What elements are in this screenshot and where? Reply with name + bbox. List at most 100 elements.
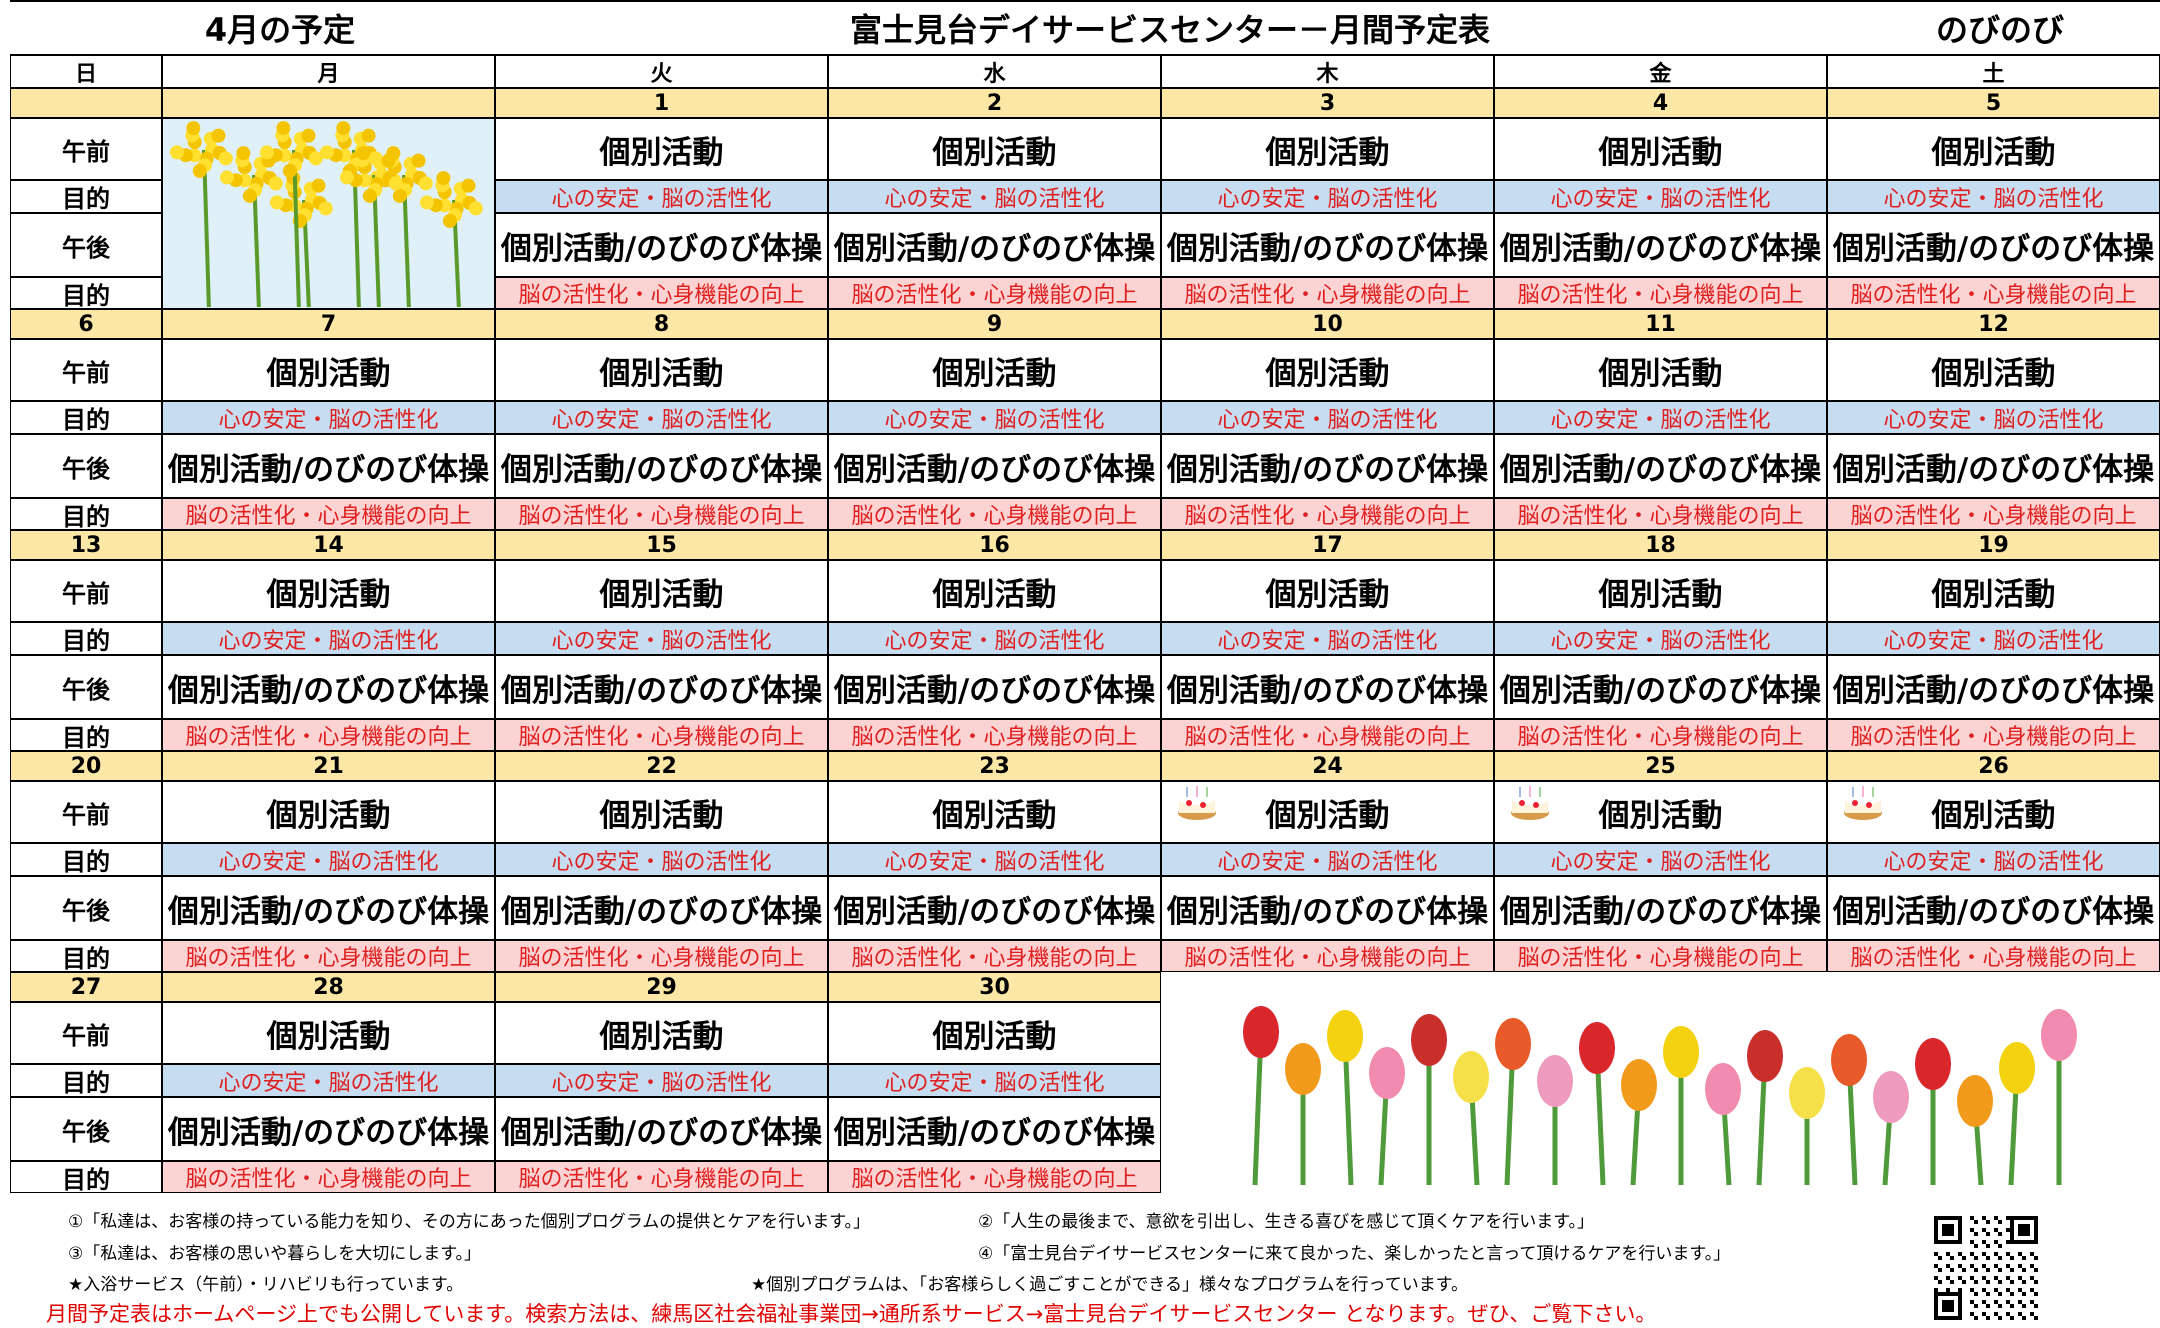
pm-activity: 個別活動/のびのび体操 [1494,434,1827,498]
pm-activity: 個別活動/のびのび体操 [495,213,828,277]
tulip-image [1161,972,2160,1193]
pm-goal: 脳の活性化・心身機能の向上 [1161,277,1494,309]
pm-activity: 個別活動/のびのび体操 [495,1097,828,1161]
am-goal: 心の安定・脳の活性化 [1161,401,1494,434]
pm-goal: 脳の活性化・心身機能の向上 [828,498,1161,530]
am-goal: 心の安定・脳の活性化 [495,1064,828,1097]
am-activity: 個別活動 [162,1002,495,1064]
date-cell: 17 [1161,530,1494,560]
pm-activity: 個別活動/のびのび体操 [828,876,1161,940]
am-activity: 個別活動 [162,339,495,401]
date-cell: 6 [10,309,162,339]
am-goal: 心の安定・脳の活性化 [162,401,495,434]
am-goal: 心の安定・脳の活性化 [495,622,828,655]
row-label: 目的 [10,498,162,530]
pm-activity: 個別活動/のびのび体操 [1494,655,1827,719]
pm-goal: 脳の活性化・心身機能の向上 [162,940,495,972]
pm-goal: 脳の活性化・心身機能の向上 [162,498,495,530]
header-month: 4月の予定 [204,10,356,49]
date-cell: 30 [828,972,1161,1002]
qr-code [1930,1212,2042,1328]
am-goal: 心の安定・脳の活性化 [1494,622,1827,655]
note: ②「人生の最後まで、意欲を引出し、生きる喜びを感じて頂くケアを行います。」 [978,1212,1595,1232]
date-cell: 21 [162,751,495,781]
am-activity: 個別活動 [162,560,495,622]
row-label: 午後 [10,434,162,498]
weekday: 木 [1161,55,1494,88]
pm-goal: 脳の活性化・心身機能の向上 [495,940,828,972]
am-activity: 個別活動 [1161,339,1494,401]
pm-activity: 個別活動/のびのび体操 [495,434,828,498]
am-activity: 個別活動 [828,1002,1161,1064]
note: ③「私達は、お客様の思いや暮らしを大切にします。」 [68,1244,482,1264]
pm-activity: 個別活動/のびのび体操 [495,876,828,940]
row-label: 午前 [10,118,162,180]
am-activity: 個別活動 [495,118,828,180]
cake-art [1511,786,1549,820]
pm-activity: 個別活動/のびのび体操 [828,434,1161,498]
am-goal: 心の安定・脳の活性化 [1827,401,2160,434]
pm-goal: 脳の活性化・心身機能の向上 [1827,498,2160,530]
star-note: ★個別プログラムは、「お客様らしく過ごすことができる」様々なプログラムを行ってい… [751,1275,1468,1295]
am-activity: 個別活動 [1494,339,1827,401]
pm-goal: 脳の活性化・心身機能の向上 [1827,277,2160,309]
row-label: 午前 [10,1002,162,1064]
am-goal: 心の安定・脳の活性化 [828,401,1161,434]
pm-activity: 個別活動/のびのび体操 [1827,434,2160,498]
date-cell: 12 [1827,309,2160,339]
tulip-art [1243,1006,2077,1186]
pm-goal: 脳の活性化・心身機能の向上 [495,719,828,751]
cake-icon [1175,783,1219,827]
am-activity: 個別活動 [1161,118,1494,180]
am-activity: 個別活動 [1161,781,1494,843]
row-label: 午後 [10,876,162,940]
am-goal: 心の安定・脳の活性化 [828,843,1161,876]
header-title: 富士見台デイサービスセンター－月間予定表 [849,10,1490,49]
pm-activity: 個別活動/のびのび体操 [828,213,1161,277]
am-goal: 心の安定・脳の活性化 [162,622,495,655]
date-cell: 4 [1494,88,1827,118]
pm-goal: 脳の活性化・心身機能の向上 [828,1161,1161,1193]
date-cell: 11 [1494,309,1827,339]
pm-goal: 脳の活性化・心身機能の向上 [828,277,1161,309]
cake-icon [1508,783,1552,827]
row-label: 目的 [10,622,162,655]
note: ④「富士見台デイサービスセンターに来て良かった、楽しかったと言って頂けるケアを行… [978,1244,1731,1264]
date-cell: 25 [1494,751,1827,781]
date-cell: 20 [10,751,162,781]
cake-icon [1841,783,1885,827]
pm-goal: 脳の活性化・心身機能の向上 [1494,719,1827,751]
am-activity: 個別活動 [495,1002,828,1064]
am-goal: 心の安定・脳の活性化 [828,180,1161,213]
date-cell: 1 [495,88,828,118]
pm-goal: 脳の活性化・心身機能の向上 [828,940,1161,972]
am-goal: 心の安定・脳の活性化 [828,1064,1161,1097]
row-label: 目的 [10,1064,162,1097]
row-label: 午後 [10,1097,162,1161]
row-label: 午前 [10,560,162,622]
header-unit: のびのび [1935,10,2064,49]
date-cell: 26 [1827,751,2160,781]
date-cell: 18 [1494,530,1827,560]
date-cell: 27 [10,972,162,1002]
pm-goal: 脳の活性化・心身機能の向上 [495,1161,828,1193]
pm-goal: 脳の活性化・心身機能の向上 [1494,277,1827,309]
cake-art [1178,786,1216,820]
weekday: 日 [10,55,162,88]
date-cell: 19 [1827,530,2160,560]
row-label: 目的 [10,401,162,434]
pm-goal: 脳の活性化・心身機能の向上 [1494,940,1827,972]
date-cell: 22 [495,751,828,781]
pm-goal: 脳の活性化・心身機能の向上 [1161,940,1494,972]
date-cell: 14 [162,530,495,560]
am-goal: 心の安定・脳の活性化 [1161,843,1494,876]
am-activity: 個別活動 [828,118,1161,180]
pm-activity: 個別活動/のびのび体操 [1827,655,2160,719]
weekday: 水 [828,55,1161,88]
date-cell: 28 [162,972,495,1002]
pm-activity: 個別活動/のびのび体操 [1161,876,1494,940]
pm-activity: 個別活動/のびのび体操 [162,876,495,940]
date-cell: 2 [828,88,1161,118]
pm-goal: 脳の活性化・心身機能の向上 [1827,940,2160,972]
date-cell: 7 [162,309,495,339]
